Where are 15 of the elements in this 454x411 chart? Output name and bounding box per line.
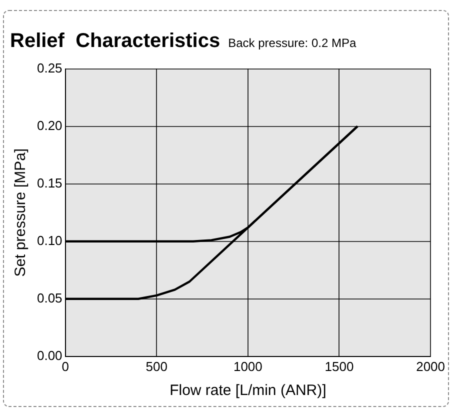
x-tick-label: 2000 (416, 358, 445, 374)
x-axis-title: Flow rate [L/min (ANR)] (170, 382, 326, 400)
y-tick-label: 0.00 (36, 348, 62, 363)
y-tick-label: 0.05 (36, 290, 62, 306)
y-tick-label: 0.25 (36, 60, 62, 76)
x-tick-label: 500 (146, 358, 168, 374)
chart-title: Relief Characteristics (10, 30, 220, 52)
y-tick-label: 0.20 (36, 118, 62, 133)
x-tick-label: 1500 (324, 358, 354, 374)
x-tick-label: 1000 (233, 358, 262, 374)
chart-subtitle: Back pressure: 0.2 MPa (228, 36, 356, 50)
x-tick-label: 0 (62, 358, 69, 374)
y-tick-label: 0.10 (36, 232, 62, 248)
y-axis-title: Set pressure [MPa] (12, 148, 30, 277)
y-tick-label: 0.15 (36, 175, 62, 190)
